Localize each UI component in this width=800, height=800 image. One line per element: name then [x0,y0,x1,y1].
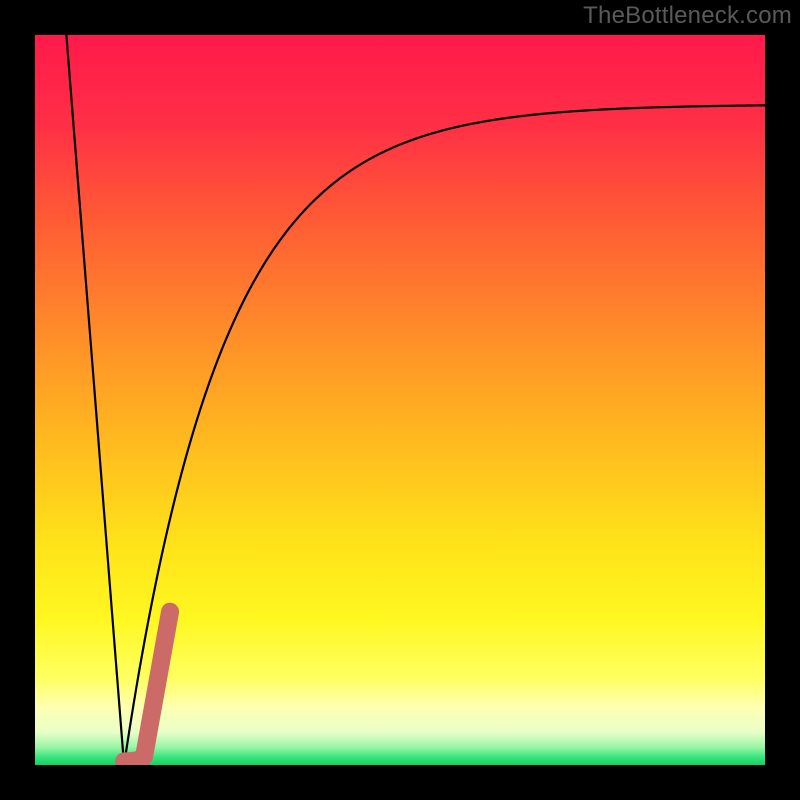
chart-stage: TheBottleneck.com [0,0,800,800]
bottleneck-chart [0,0,800,800]
